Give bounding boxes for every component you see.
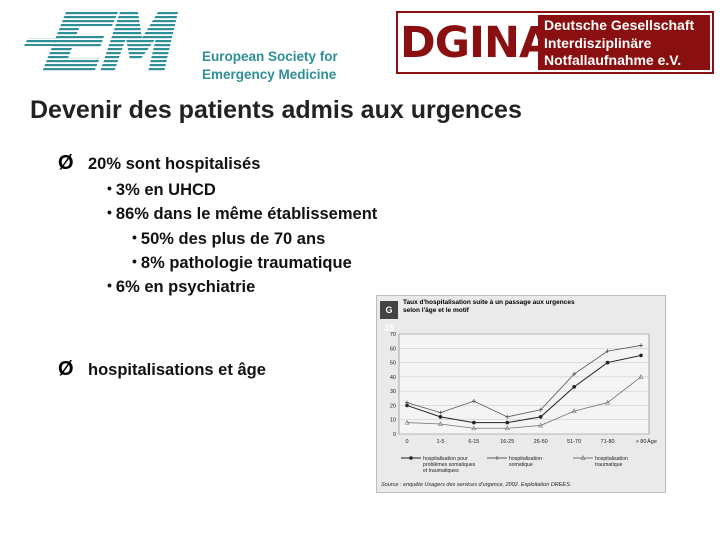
data-point — [438, 415, 443, 419]
bullet-hospitalises: 20% sont hospitalisés — [88, 155, 261, 173]
bullet-text: 86% dans le même établissement — [115, 205, 378, 223]
y-tick-label: 70 — [390, 332, 396, 338]
data-point — [639, 353, 643, 358]
bullet-text: 3% en UHCD — [115, 181, 216, 199]
dot-icon: • — [107, 277, 112, 293]
x-tick-label: 51-70 — [567, 439, 581, 445]
data-point — [438, 410, 443, 415]
data-point — [405, 400, 409, 405]
slide-title: Devenir des patients admis aux urgences — [30, 96, 522, 124]
y-tick-label: 60 — [390, 346, 396, 352]
x-tick-label: 26-50 — [534, 439, 548, 445]
data-point — [437, 421, 443, 426]
sub-bullet-psychiatrie: • 6% en psychiatrie — [107, 277, 255, 297]
sub-sub-bullet-traumatique: • 8% pathologie traumatique — [132, 253, 352, 273]
dgina-line2: Interdisziplinäre — [544, 34, 652, 51]
legend-label: hospitalisation traumatique — [595, 456, 628, 468]
dgina-wordmark: DGINA — [400, 18, 552, 68]
data-point — [405, 403, 409, 408]
x-tick-label: 71-80 — [601, 439, 615, 445]
x-tick-label: 16-25 — [500, 439, 514, 445]
series-line-3 — [406, 376, 642, 429]
x-tick-label: 0 — [405, 439, 408, 445]
dgina-name-box: Deutsche Gesellschaft Interdisziplinäre … — [538, 15, 710, 70]
data-point — [639, 343, 643, 348]
data-point — [505, 420, 510, 425]
sub-bullet-meme-etablissement: • 86% dans le même établissement — [107, 204, 377, 224]
legend-label: hospitalisation pour problèmes somatiques… — [423, 456, 476, 474]
eusem-name: European Society for Emergency Medicine — [202, 48, 338, 84]
data-point — [538, 407, 543, 412]
data-point — [571, 408, 577, 414]
data-point — [504, 425, 510, 431]
bullet-text: 50% des plus de 70 ans — [140, 230, 326, 248]
data-point — [409, 456, 413, 460]
y-tick-label: 50 — [390, 361, 396, 367]
data-point — [572, 385, 576, 389]
data-point — [638, 374, 644, 379]
data-point — [505, 414, 510, 419]
data-point — [404, 419, 410, 425]
x-tick-label: 1-5 — [436, 439, 444, 445]
dot-icon: • — [107, 204, 112, 220]
dot-icon: • — [132, 229, 137, 245]
sub-sub-bullet-70-ans: • 50% des plus de 70 ans — [132, 229, 325, 249]
hospitalisation-chart: G 35 Taux d'hospitalisation suite à un p… — [376, 295, 666, 493]
chart-plot: 0 10 20 30 40 50 60 70 0 1-5 6-15 16-25 26-50 51-70 71… — [390, 332, 657, 474]
dot-icon: • — [107, 180, 112, 196]
data-point — [538, 422, 544, 428]
x-tick-label: 6-15 — [468, 439, 479, 445]
dot-icon: • — [132, 253, 137, 269]
chart-badge: G 35 — [380, 301, 398, 333]
y-tick-label: 40 — [390, 375, 396, 381]
y-tick-label: 0 — [393, 432, 396, 438]
dgina-logo: DGINA Deutsche Gesellschaft Interdiszipl… — [396, 11, 714, 74]
data-point — [471, 425, 477, 431]
legend-label: hospitalisation somatique — [509, 456, 542, 468]
data-point — [472, 420, 476, 425]
dgina-line1: Deutsche Gesellschaft — [544, 17, 695, 33]
eusem-em-mark-icon — [24, 12, 178, 72]
bullet-text: 8% pathologie traumatique — [140, 254, 352, 272]
eusem-logo: European Society for Emergency Medicine — [14, 8, 364, 84]
chart-title: Taux d'hospitalisation suite à un passag… — [403, 299, 575, 314]
dgina-line3: Notfallaufnahme e.V. — [544, 52, 682, 68]
y-tick-label: 30 — [390, 389, 396, 395]
data-point — [495, 456, 499, 460]
data-point — [538, 415, 543, 419]
arrow-bullet-icon: Ø — [58, 358, 74, 380]
chart-source: Source : enquête Usagers des services d'… — [381, 482, 572, 488]
bullet-hospitalisations-age: hospitalisations et âge — [88, 361, 266, 379]
eusem-line1: European Society for — [202, 49, 338, 64]
data-point — [572, 372, 577, 376]
bullet-text: 6% en psychiatrie — [115, 278, 256, 296]
data-point — [580, 455, 586, 460]
y-tick-label: 20 — [390, 403, 396, 409]
eusem-line2: Emergency Medicine — [202, 67, 337, 82]
data-point — [471, 399, 476, 404]
x-tick-label: > 80 — [636, 439, 647, 445]
y-tick-label: 10 — [390, 418, 396, 424]
plot-area — [398, 333, 650, 435]
data-point — [605, 349, 610, 354]
series-line-2 — [406, 345, 642, 418]
arrow-bullet-icon: Ø — [58, 152, 74, 174]
sub-bullet-uhcd: • 3% en UHCD — [107, 180, 216, 200]
x-axis-label: Âge — [647, 438, 657, 445]
series-line-1 — [406, 354, 642, 424]
data-point — [605, 399, 611, 405]
data-point — [605, 360, 610, 365]
